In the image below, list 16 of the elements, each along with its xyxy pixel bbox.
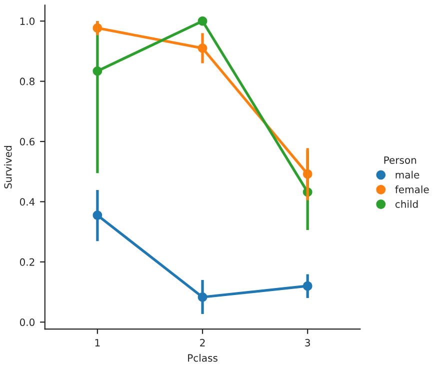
y-tick-label: 0.6: [20, 138, 35, 146]
y-tick-label: 0.4: [20, 198, 35, 206]
x-tick-label: 3: [305, 338, 310, 346]
x-tick-label: 2: [200, 338, 205, 346]
y-tick-label: 1.0: [20, 17, 35, 26]
point: [198, 16, 208, 26]
y-tick-label: 0.0: [20, 318, 35, 326]
legend-label: child: [395, 200, 418, 208]
y-axis-title: Survived: [4, 146, 12, 188]
y-tick-label: 0.8: [20, 78, 34, 86]
y-tick-label: 0.2: [20, 258, 34, 266]
legend-label: female: [395, 186, 429, 194]
x-tick-label: 1: [95, 339, 100, 346]
legend-title: Person: [384, 156, 416, 164]
legend-label: male: [396, 170, 420, 179]
x-axis-title: Pclass: [188, 354, 218, 362]
